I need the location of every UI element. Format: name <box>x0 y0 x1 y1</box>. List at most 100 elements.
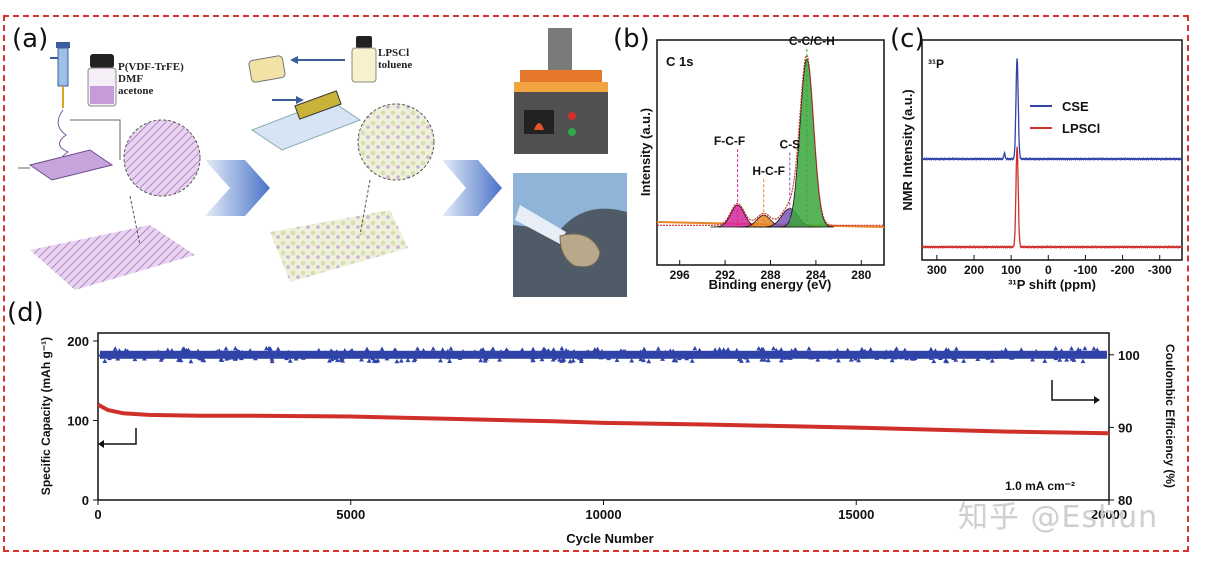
nmr-x-tick-label: -300 <box>1148 263 1172 277</box>
coulombic-efficiency-point <box>226 355 232 360</box>
coulombic-efficiency-point <box>335 357 340 363</box>
coulombic-efficiency-point <box>1078 348 1083 353</box>
coulombic-efficiency-point <box>700 351 706 356</box>
xps-peak-label: C-C/C-H <box>789 34 835 48</box>
coulombic-efficiency-point <box>229 350 234 355</box>
coulombic-efficiency-point <box>592 347 598 352</box>
coulombic-efficiency-point <box>347 352 353 357</box>
coulombic-efficiency-point <box>550 357 556 362</box>
coulombic-efficiency-point <box>415 346 420 351</box>
coulombic-efficiency-point <box>965 353 970 358</box>
coulombic-efficiency-point <box>330 352 336 357</box>
coulombic-efficiency-point <box>112 346 118 351</box>
nmr-y-axis-label: NMR Intensity (a.u.) <box>900 89 915 210</box>
xps-x-tick-label: 292 <box>715 268 735 282</box>
current-density-annotation: 1.0 mA cm⁻² <box>1005 479 1075 493</box>
coulombic-efficiency-point <box>845 347 851 352</box>
coulombic-efficiency-point <box>517 352 523 358</box>
coulombic-efficiency-point <box>219 349 224 355</box>
coulombic-efficiency-point <box>533 354 538 359</box>
coulombic-efficiency-point <box>578 356 584 361</box>
coulombic-efficiency-point <box>697 347 702 353</box>
coulombic-efficiency-point <box>661 352 667 357</box>
electrospinning-collector <box>18 109 121 181</box>
coulombic-efficiency-point <box>655 352 661 357</box>
coulombic-efficiency-point <box>303 353 309 359</box>
coulombic-efficiency-point <box>874 355 880 360</box>
coulombic-efficiency-point <box>176 357 181 362</box>
coulombic-efficiency-point <box>760 346 766 352</box>
coulombic-efficiency-point <box>673 358 679 363</box>
coulombic-efficiency-point <box>909 355 915 361</box>
coulombic-efficiency-point <box>660 356 665 361</box>
coulombic-efficiency-point <box>340 358 346 363</box>
coulombic-efficiency-point <box>559 345 565 351</box>
coulombic-efficiency-point <box>959 352 965 357</box>
coulombic-efficiency-point <box>970 351 976 356</box>
coulombic-efficiency-point <box>868 347 873 352</box>
fiber-mat <box>30 225 195 290</box>
coulombic-efficiency-point <box>1065 353 1070 359</box>
coulombic-efficiency-point <box>349 347 355 353</box>
coulombic-efficiency-point <box>638 356 644 362</box>
coulombic-efficiency-point <box>539 356 545 362</box>
coulombic-efficiency-point <box>716 351 722 356</box>
nmr-spectrum-cse <box>921 58 1183 162</box>
coulombic-efficiency-point <box>905 351 910 356</box>
coulombic-efficiency-point <box>614 357 620 362</box>
coulombic-efficiency-point <box>975 356 981 361</box>
coulombic-efficiency-point <box>933 348 938 353</box>
xps-x-tick-label: 296 <box>670 268 690 282</box>
bottle-label-1: toluene <box>378 59 412 71</box>
coulombic-efficiency-point <box>655 346 661 351</box>
coulombic-efficiency-point <box>736 356 742 362</box>
coulombic-efficiency-point <box>926 351 931 356</box>
coulombic-efficiency-point <box>933 353 939 359</box>
coulombic-efficiency-point <box>629 358 635 363</box>
coulombic-efficiency-point <box>989 358 995 363</box>
coulombic-efficiency-point <box>645 352 651 357</box>
nmr-x-axis-label: ³¹P shift (ppm) <box>1008 277 1096 292</box>
nmr-x-tick-label: -100 <box>1073 263 1097 277</box>
coulombic-efficiency-point <box>1064 357 1069 362</box>
coulombic-efficiency-point <box>1076 353 1081 358</box>
coulombic-efficiency-point <box>1028 351 1033 356</box>
cycling-x-tick-label: 15000 <box>838 507 874 522</box>
coulombic-efficiency-point <box>188 354 194 359</box>
coulombic-efficiency-point <box>430 346 436 351</box>
coulombic-efficiency-point <box>560 357 566 363</box>
coulombic-efficiency-point <box>373 358 379 364</box>
coulombic-efficiency-point <box>505 348 511 354</box>
coulombic-efficiency-point <box>928 355 934 360</box>
coulombic-efficiency-point <box>497 357 502 362</box>
coulombic-efficiency-point <box>765 357 771 363</box>
nmr-x-tick-label: 0 <box>1045 263 1052 277</box>
coulombic-efficiency-point <box>327 358 332 363</box>
nmr-x-tick-label: 300 <box>927 263 947 277</box>
coulombic-efficiency-point <box>557 353 562 358</box>
coulombic-efficiency-point <box>951 355 956 360</box>
nmr-x-tick-label: 200 <box>964 263 984 277</box>
coulombic-efficiency-point <box>806 346 812 351</box>
coulombic-efficiency-point <box>1042 358 1048 363</box>
coulombic-efficiency-band <box>100 350 1107 359</box>
coulombic-efficiency-point <box>641 346 647 351</box>
coulombic-efficiency-point <box>942 349 948 355</box>
coulombic-efficiency-point <box>572 352 578 358</box>
coulombic-efficiency-point <box>638 349 643 354</box>
coulombic-efficiency-point <box>105 350 111 355</box>
coulombic-efficiency-point <box>177 353 183 359</box>
coulombic-efficiency-point <box>504 352 510 357</box>
xps-x-axis-label: Binding energy (eV) <box>709 277 832 292</box>
coulombic-efficiency-point <box>301 355 306 360</box>
coulombic-efficiency-point <box>98 351 104 357</box>
cycling-x-tick-label: 0 <box>94 507 101 522</box>
coulombic-efficiency-point <box>433 350 439 355</box>
coulombic-efficiency-point <box>223 346 229 351</box>
xps-x-tick-label: 284 <box>806 268 826 282</box>
coulombic-efficiency-point <box>561 352 566 357</box>
xps-chart-title: C 1s <box>666 54 693 69</box>
coulombic-efficiency-point <box>540 350 546 356</box>
nmr-legend-label: CSE <box>1062 99 1089 114</box>
